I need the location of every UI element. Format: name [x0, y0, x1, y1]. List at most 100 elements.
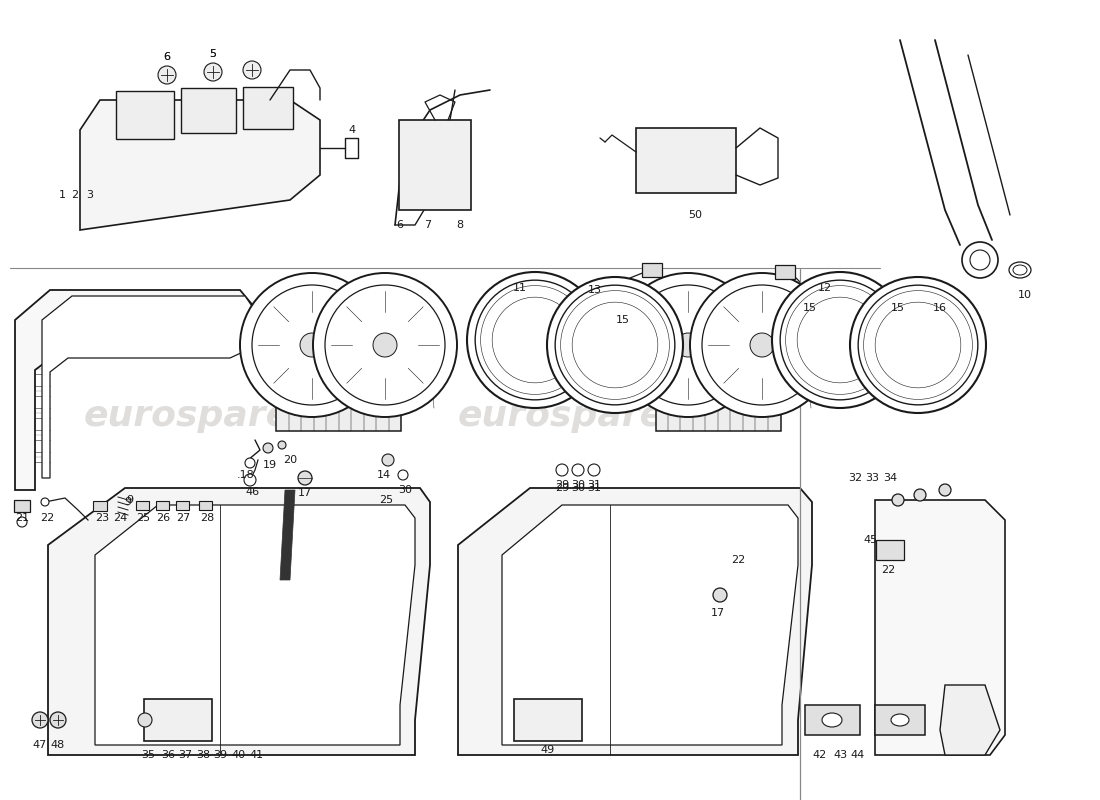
Circle shape	[382, 454, 394, 466]
Circle shape	[785, 286, 894, 394]
Circle shape	[566, 296, 664, 394]
Ellipse shape	[1013, 265, 1027, 275]
Text: 17: 17	[298, 488, 312, 498]
Circle shape	[588, 464, 600, 476]
Bar	[116, 91, 174, 139]
Circle shape	[138, 713, 152, 727]
Circle shape	[772, 272, 908, 408]
Text: 40: 40	[231, 750, 245, 760]
Text: 48: 48	[51, 740, 65, 750]
Text: 34: 34	[883, 473, 898, 483]
Text: 14: 14	[377, 470, 392, 480]
Text: 3: 3	[87, 190, 94, 200]
Text: 15: 15	[803, 303, 817, 313]
Text: 21: 21	[15, 513, 29, 523]
Polygon shape	[95, 505, 415, 745]
Circle shape	[373, 333, 397, 357]
Circle shape	[713, 588, 727, 602]
Text: 20: 20	[283, 455, 297, 465]
Bar	[94, 501, 107, 511]
Circle shape	[791, 291, 889, 389]
Text: 31: 31	[587, 480, 601, 490]
Bar	[876, 540, 904, 560]
Circle shape	[970, 250, 990, 270]
Circle shape	[481, 286, 590, 394]
Text: 22: 22	[881, 565, 895, 575]
Circle shape	[892, 494, 904, 506]
Text: 15: 15	[616, 315, 630, 325]
Text: 6: 6	[396, 220, 404, 230]
Circle shape	[898, 325, 938, 366]
Circle shape	[497, 302, 572, 378]
Circle shape	[561, 290, 670, 399]
Circle shape	[243, 61, 261, 79]
Text: 19: 19	[263, 460, 277, 470]
Polygon shape	[15, 290, 255, 490]
Bar	[642, 263, 662, 277]
Circle shape	[547, 277, 683, 413]
Text: 27: 27	[176, 513, 190, 523]
Circle shape	[556, 464, 568, 476]
Text: 6: 6	[164, 52, 170, 62]
Circle shape	[820, 319, 860, 360]
Polygon shape	[458, 488, 812, 755]
Circle shape	[515, 319, 556, 360]
Circle shape	[850, 277, 986, 413]
Circle shape	[32, 712, 48, 728]
Text: 26: 26	[156, 513, 170, 523]
Polygon shape	[48, 488, 430, 755]
Circle shape	[486, 291, 584, 389]
Text: 5: 5	[209, 49, 217, 59]
Circle shape	[676, 333, 700, 357]
Bar	[656, 399, 781, 431]
Bar	[776, 265, 795, 279]
Circle shape	[50, 712, 66, 728]
Text: 7: 7	[425, 220, 431, 230]
Text: 46: 46	[245, 487, 260, 497]
Text: 43: 43	[833, 750, 847, 760]
Polygon shape	[940, 685, 1000, 755]
Polygon shape	[502, 505, 798, 745]
Text: 47: 47	[33, 740, 47, 750]
Text: 30: 30	[571, 483, 585, 493]
Text: 11: 11	[513, 283, 527, 293]
Circle shape	[869, 296, 967, 394]
Ellipse shape	[891, 714, 909, 726]
Text: 37: 37	[178, 750, 192, 760]
Text: 49: 49	[541, 745, 556, 755]
Circle shape	[939, 484, 952, 496]
Circle shape	[263, 443, 273, 453]
Polygon shape	[645, 290, 808, 410]
Circle shape	[240, 273, 384, 417]
Circle shape	[798, 297, 883, 383]
Text: 42: 42	[813, 750, 827, 760]
Circle shape	[475, 280, 595, 400]
Text: 36: 36	[161, 750, 175, 760]
Text: 29: 29	[554, 480, 569, 490]
Text: 1: 1	[58, 190, 66, 200]
Text: 22: 22	[730, 555, 745, 565]
Bar	[176, 501, 188, 510]
Text: 24: 24	[113, 513, 128, 523]
Bar	[275, 399, 400, 431]
Text: 23: 23	[95, 513, 109, 523]
Circle shape	[702, 285, 822, 405]
Circle shape	[572, 302, 658, 388]
Circle shape	[556, 285, 674, 405]
Text: 44: 44	[851, 750, 865, 760]
Circle shape	[876, 302, 960, 388]
Circle shape	[41, 498, 50, 506]
Text: 22: 22	[40, 513, 54, 523]
Text: eurospares: eurospares	[84, 583, 312, 617]
Text: 33: 33	[865, 473, 879, 483]
Text: 25: 25	[136, 513, 150, 523]
Circle shape	[204, 63, 222, 81]
Circle shape	[914, 489, 926, 501]
Circle shape	[578, 307, 652, 382]
Bar	[144, 699, 212, 741]
Text: 28: 28	[200, 513, 214, 523]
Circle shape	[468, 272, 603, 408]
Bar	[514, 699, 582, 741]
Text: 8: 8	[456, 220, 463, 230]
Text: 38: 38	[196, 750, 210, 760]
